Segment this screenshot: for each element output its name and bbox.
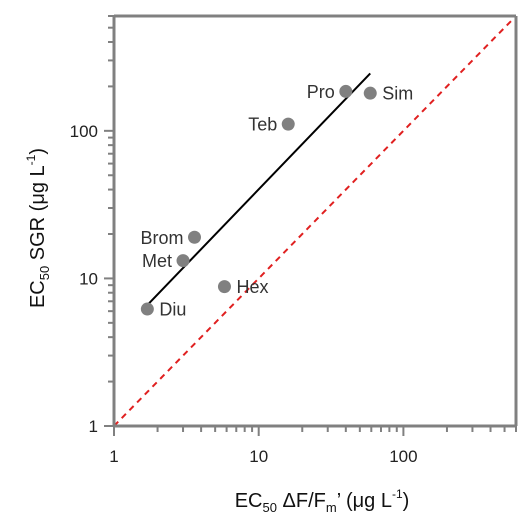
data-point-brom bbox=[187, 230, 201, 244]
data-point-met bbox=[176, 254, 190, 268]
x-tick-label: 1 bbox=[109, 447, 118, 466]
data-point-teb bbox=[281, 117, 295, 131]
chart-marks: Pro Sim Teb Brom Met Hex Diu bbox=[113, 15, 517, 427]
point-label-met: Met bbox=[142, 251, 172, 271]
point-label-hex: Hex bbox=[236, 277, 268, 297]
y-tick-label: 1 bbox=[89, 417, 98, 436]
x-axis-title: EC50 ΔF/Fm’ (μg L-1) bbox=[235, 487, 410, 515]
point-label-brom: Brom bbox=[140, 228, 183, 248]
data-point-pro bbox=[339, 84, 353, 98]
data-point-hex bbox=[217, 280, 231, 294]
data-point-diu bbox=[140, 302, 154, 316]
fit-line bbox=[146, 72, 371, 306]
x-tick-label: 10 bbox=[249, 447, 268, 466]
plot-frame bbox=[112, 14, 518, 428]
y-tick-label: 100 bbox=[70, 122, 98, 141]
y-tick-label: 10 bbox=[79, 269, 98, 288]
point-label-sim: Sim bbox=[382, 84, 413, 104]
x-tick-label: 100 bbox=[389, 447, 417, 466]
y-axis-title: EC50 SGR (μg L-1) bbox=[24, 148, 52, 308]
identity-line bbox=[113, 15, 517, 427]
point-label-pro: Pro bbox=[307, 82, 335, 102]
point-label-teb: Teb bbox=[248, 115, 277, 135]
point-label-diu: Diu bbox=[159, 300, 186, 320]
data-point-sim bbox=[363, 86, 377, 100]
axis-ticks: 1 10 100 1 10 100 bbox=[70, 15, 517, 466]
